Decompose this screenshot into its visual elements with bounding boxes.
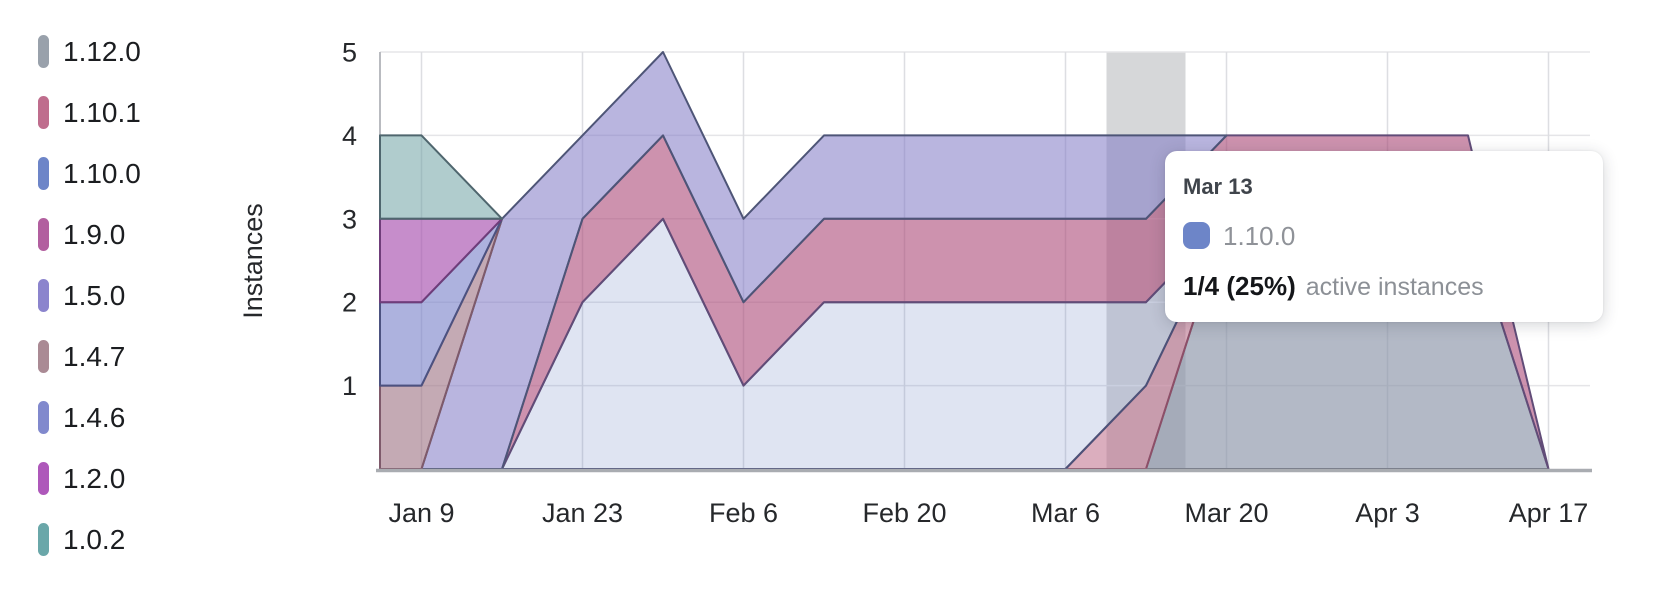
legend-item-1.12.0[interactable]: 1.12.0 <box>38 35 141 68</box>
x-tick-label: Jan 23 <box>542 498 623 528</box>
area-1.5.0[interactable] <box>420 51 1228 470</box>
legend-label: 1.0.2 <box>63 523 126 555</box>
legend-label: 1.10.1 <box>63 96 141 128</box>
legend-item-1.4.6[interactable]: 1.4.6 <box>38 401 141 434</box>
legend-item-1.9.0[interactable]: 1.9.0 <box>38 218 141 251</box>
x-tick-label: Apr 3 <box>1355 498 1420 528</box>
legend-item-1.5.0[interactable]: 1.5.0 <box>38 279 141 312</box>
legend-swatch-icon <box>38 462 49 495</box>
x-tick-label: Mar 6 <box>1031 498 1100 528</box>
tooltip-series-row: 1.10.0 <box>1183 222 1579 249</box>
chart-legend: 1.12.0 1.10.1 1.10.0 1.9.0 1.5.0 1.4.7 1.4.6 1.… <box>38 35 141 556</box>
legend-label: 1.12.0 <box>63 35 141 67</box>
legend-swatch-icon <box>38 35 49 68</box>
chart-tooltip: Mar 13 1.10.0 1/4 (25%) active instances <box>1165 151 1603 322</box>
tooltip-value: 1/4 (25%) <box>1183 271 1296 301</box>
y-tick-label: 1 <box>342 371 357 401</box>
legend-swatch-icon <box>38 279 49 312</box>
legend-swatch-icon <box>38 401 49 434</box>
x-tick-label: Apr 17 <box>1509 498 1589 528</box>
legend-item-1.2.0[interactable]: 1.2.0 <box>38 462 141 495</box>
tooltip-value-row: 1/4 (25%) active instances <box>1183 273 1579 300</box>
legend-swatch-icon <box>38 157 49 190</box>
y-tick-label: 5 <box>342 38 357 68</box>
legend-swatch-icon <box>38 523 49 556</box>
legend-item-1.4.7[interactable]: 1.4.7 <box>38 340 141 373</box>
x-tick-label: Feb 20 <box>862 498 946 528</box>
area-1.0.2[interactable] <box>379 134 503 220</box>
legend-item-1.10.1[interactable]: 1.10.1 <box>38 96 141 129</box>
legend-label: 1.2.0 <box>63 462 126 494</box>
legend-label: 1.5.0 <box>63 279 126 311</box>
y-tick-label: 3 <box>342 204 357 234</box>
tooltip-series-swatch-icon <box>1183 222 1210 249</box>
y-axis-title: Instances <box>238 203 268 319</box>
legend-label: 1.10.0 <box>63 157 141 189</box>
legend-item-1.0.2[interactable]: 1.0.2 <box>38 523 141 556</box>
tooltip-value-suffix: active instances <box>1305 273 1484 301</box>
x-tick-label: Feb 6 <box>709 498 778 528</box>
legend-label: 1.4.6 <box>63 401 126 433</box>
legend-label: 1.9.0 <box>63 218 126 250</box>
x-tick-label: Jan 9 <box>388 498 454 528</box>
tooltip-date: Mar 13 <box>1183 174 1253 199</box>
legend-swatch-icon <box>38 340 49 373</box>
legend-swatch-icon <box>38 218 49 251</box>
x-tick-label: Mar 20 <box>1184 498 1268 528</box>
legend-label: 1.4.7 <box>63 340 126 372</box>
y-tick-label: 4 <box>342 121 357 151</box>
legend-swatch-icon <box>38 96 49 129</box>
legend-item-1.10.0[interactable]: 1.10.0 <box>38 157 141 190</box>
y-tick-label: 2 <box>342 288 357 318</box>
tooltip-series-name: 1.10.0 <box>1223 220 1296 251</box>
